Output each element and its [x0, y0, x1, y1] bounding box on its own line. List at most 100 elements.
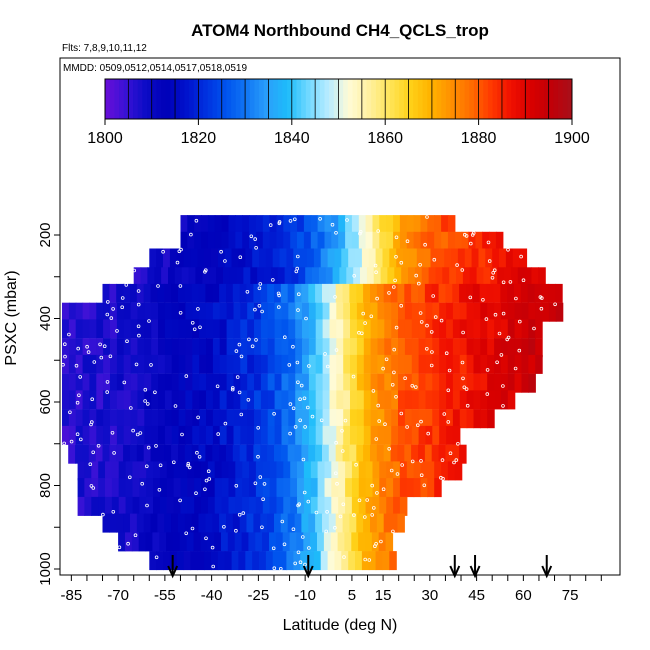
heatmap-cell: [262, 532, 270, 552]
heatmap-cell: [507, 283, 515, 303]
heatmap-cell: [199, 319, 207, 339]
heatmap-cell: [178, 283, 186, 303]
heatmap-cell: [146, 461, 154, 481]
colorbar-tick-label: 1860: [367, 130, 403, 147]
heatmap-cell: [331, 461, 339, 481]
heatmap-cell: [88, 444, 97, 464]
observation-point: [137, 333, 141, 338]
observation-point: [295, 266, 300, 271]
colorbar-segment: [413, 79, 419, 119]
x-tick-label: -55: [154, 587, 176, 604]
heatmap-cell: [370, 319, 379, 339]
heatmap-cell: [259, 248, 267, 268]
heatmap-cell: [257, 267, 265, 287]
heatmap-cell: [255, 231, 264, 251]
heatmap-cell: [194, 461, 202, 481]
heatmap-cell: [358, 461, 367, 481]
heatmap-cell: [214, 496, 223, 516]
heatmap-cell: [322, 302, 331, 322]
heatmap-cell: [514, 319, 523, 339]
heatmap-cell: [363, 302, 372, 322]
heatmap-cell: [507, 373, 516, 393]
heatmap-cell: [382, 248, 390, 268]
heatmap-cell: [62, 373, 70, 393]
heatmap-cell: [329, 302, 337, 322]
heatmap-cell: [274, 513, 282, 533]
heatmap-cell: [262, 478, 271, 498]
colorbar-segment: [175, 79, 181, 119]
heatmap-cell: [379, 215, 387, 235]
heatmap-cell: [315, 373, 324, 393]
heatmap-cell: [219, 390, 228, 410]
heatmap-cell: [438, 283, 447, 303]
heatmap-cell: [233, 425, 241, 445]
heatmap-cell: [473, 338, 481, 358]
heatmap-cell: [411, 444, 419, 464]
heatmap-cell: [267, 444, 275, 464]
heatmap-cell: [365, 532, 373, 552]
observation-point: [376, 229, 381, 233]
observation-point: [461, 330, 465, 335]
heatmap-cell: [356, 409, 365, 429]
heatmap-cell: [136, 444, 145, 464]
observation-point: [425, 323, 429, 328]
heatmap-cell: [384, 425, 392, 445]
heatmap-cell: [272, 551, 281, 571]
heatmap-cell: [274, 283, 282, 303]
observation-point: [307, 364, 311, 368]
heatmap-cell: [75, 354, 84, 374]
observation-point: [204, 478, 209, 483]
observation-point: [358, 231, 362, 236]
observation-point: [340, 428, 344, 433]
observation-point: [194, 218, 199, 223]
heatmap-cell: [356, 513, 364, 533]
heatmap-cell: [109, 283, 117, 303]
observation-point: [145, 464, 149, 469]
heatmap-cell: [363, 354, 372, 374]
heatmap-cell: [439, 373, 447, 393]
heatmap-cell: [212, 302, 221, 322]
heatmap-cell: [286, 551, 294, 571]
heatmap-cell: [192, 425, 200, 445]
heatmap-cell: [247, 302, 255, 322]
observation-point: [513, 366, 518, 371]
observation-point: [234, 483, 239, 488]
heatmap-cell: [178, 354, 187, 374]
heatmap-cell: [235, 461, 243, 481]
observation-point: [333, 295, 337, 299]
heatmap-cell: [411, 319, 420, 339]
observation-point: [203, 487, 207, 492]
heatmap-cell: [254, 354, 262, 374]
heatmap-cell: [102, 513, 110, 533]
heatmap-cell: [157, 444, 165, 464]
heatmap-cell: [341, 551, 349, 571]
heatmap-cell: [428, 267, 437, 287]
heatmap-cell: [164, 390, 173, 410]
heatmap-cell: [345, 461, 353, 481]
heatmap-cell: [283, 496, 291, 516]
colorbar-segment: [492, 79, 498, 119]
heatmap-cell: [216, 267, 224, 287]
heatmap-cell: [317, 478, 326, 498]
observation-point: [399, 303, 404, 308]
heatmap-cell: [288, 425, 296, 445]
heatmap-cell: [283, 215, 291, 235]
observation-point: [198, 325, 202, 330]
heatmap-cell: [466, 390, 475, 410]
heatmap-cell: [139, 496, 147, 516]
heatmap-cell: [487, 319, 495, 339]
heatmap-cell: [393, 461, 401, 481]
observation-point: [136, 324, 141, 329]
heatmap-cell: [303, 496, 312, 516]
heatmap-cell: [398, 338, 406, 358]
observation-point: [373, 544, 377, 548]
observation-point: [399, 260, 404, 265]
heatmap-cell: [356, 354, 365, 374]
observation-point: [538, 295, 543, 299]
heatmap-cell: [399, 478, 408, 498]
observation-point: [154, 555, 159, 560]
heatmap-cell: [178, 409, 187, 429]
heatmap-cell: [158, 302, 166, 322]
colorbar-segment: [539, 79, 545, 119]
heatmap-cell: [432, 354, 440, 374]
